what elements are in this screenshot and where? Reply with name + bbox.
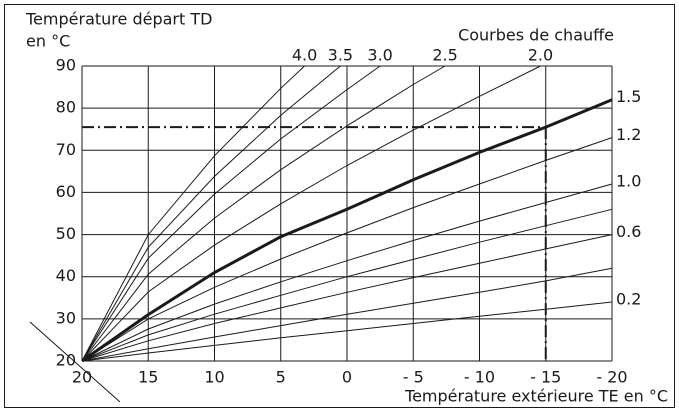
x-tick-label: 15: [138, 368, 158, 387]
x-tick-label: 20: [72, 368, 92, 387]
y-tick-label: 60: [56, 182, 76, 201]
curves-title: Courbes de chauffe: [458, 26, 614, 45]
y-tick-label: 40: [56, 266, 76, 285]
curve-label: 3.0: [367, 46, 392, 65]
y-tick-label: 30: [56, 308, 76, 327]
x-tick-label: 0: [342, 368, 352, 387]
curve: [81, 65, 446, 362]
y-axis-title: en °C: [26, 32, 70, 51]
curve: [81, 65, 305, 362]
curve: [81, 234, 613, 362]
y-tick-label: 80: [56, 98, 76, 117]
x-tick-label: 5: [276, 368, 286, 387]
curve: [81, 65, 381, 362]
x-tick-label: - 5: [403, 368, 424, 387]
curve-label: 1.5: [616, 87, 641, 106]
curve: [81, 208, 613, 362]
curve: [81, 65, 541, 362]
curve: [81, 301, 613, 362]
curve-label: 3.5: [328, 46, 353, 65]
curve-label: 4.0: [292, 46, 317, 65]
curve-label: 2.0: [528, 46, 553, 65]
curve: [81, 137, 613, 362]
x-tick-label: - 20: [596, 368, 627, 387]
curve-label: 1.2: [616, 125, 641, 144]
x-axis-title: Température extérieure TE en °C: [404, 387, 668, 406]
frame: [4, 4, 675, 408]
x-tick-label: - 10: [464, 368, 495, 387]
x-tick-label: 10: [204, 368, 224, 387]
y-tick-label: 50: [56, 224, 76, 243]
curve-label: 1.0: [616, 172, 641, 191]
curve-label: 0.6: [616, 222, 641, 241]
curve: [81, 98, 613, 363]
curve: [81, 65, 341, 362]
y-tick-label: 70: [56, 140, 76, 159]
axis-corner: [29, 321, 121, 403]
curve-label: 2.5: [432, 46, 457, 65]
y-tick-label: 20: [56, 351, 76, 370]
y-tick-label: 90: [56, 56, 76, 75]
curve-label: 0.2: [616, 290, 641, 309]
curve: [81, 183, 613, 362]
y-axis-title: Température départ TD: [25, 10, 212, 29]
x-tick-label: - 15: [530, 368, 561, 387]
curve: [81, 267, 613, 362]
